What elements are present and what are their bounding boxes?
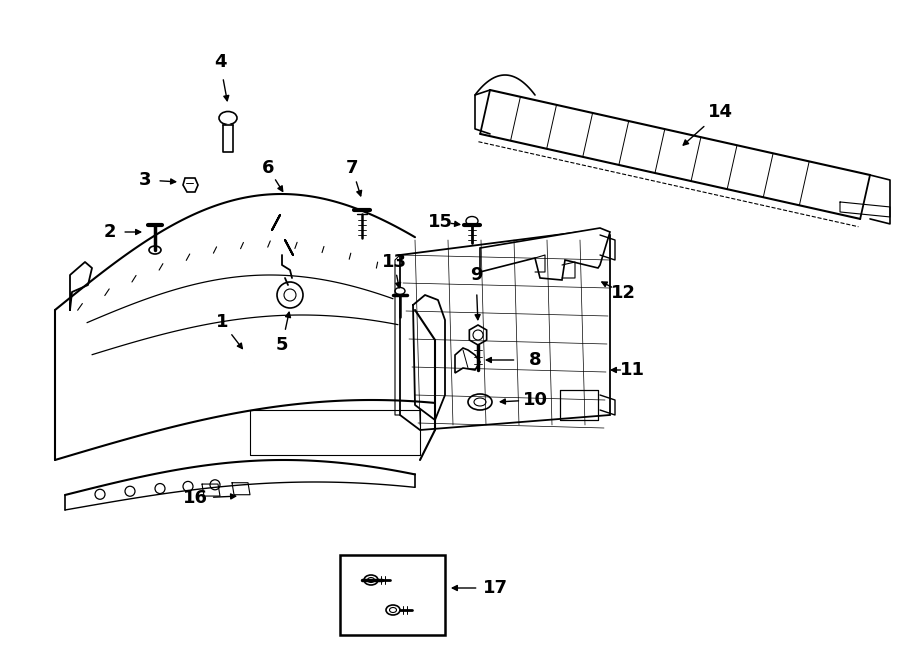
Polygon shape bbox=[480, 228, 610, 280]
Text: 9: 9 bbox=[470, 266, 482, 284]
Text: 3: 3 bbox=[139, 171, 151, 189]
Ellipse shape bbox=[466, 217, 478, 225]
Ellipse shape bbox=[364, 575, 378, 585]
Text: 14: 14 bbox=[707, 103, 733, 121]
Text: 15: 15 bbox=[428, 213, 453, 231]
Ellipse shape bbox=[386, 605, 400, 615]
Text: 4: 4 bbox=[214, 53, 226, 71]
Text: 13: 13 bbox=[382, 253, 407, 271]
Text: 16: 16 bbox=[183, 489, 208, 507]
Circle shape bbox=[284, 289, 296, 301]
Text: 10: 10 bbox=[523, 391, 547, 409]
Text: 1: 1 bbox=[216, 313, 229, 331]
Text: 11: 11 bbox=[619, 361, 644, 379]
FancyBboxPatch shape bbox=[340, 555, 445, 635]
Polygon shape bbox=[469, 325, 487, 345]
Text: 8: 8 bbox=[528, 351, 541, 369]
Ellipse shape bbox=[367, 578, 374, 582]
Ellipse shape bbox=[390, 607, 397, 613]
Circle shape bbox=[277, 282, 303, 308]
Polygon shape bbox=[183, 178, 198, 192]
Text: 2: 2 bbox=[104, 223, 116, 241]
Circle shape bbox=[473, 330, 483, 340]
Ellipse shape bbox=[219, 112, 237, 124]
Text: 12: 12 bbox=[610, 284, 635, 302]
Ellipse shape bbox=[468, 394, 492, 410]
Text: 7: 7 bbox=[346, 159, 358, 177]
Ellipse shape bbox=[474, 398, 486, 406]
Text: 5: 5 bbox=[275, 336, 288, 354]
Text: 6: 6 bbox=[262, 159, 274, 177]
Polygon shape bbox=[400, 230, 610, 430]
Text: 17: 17 bbox=[482, 579, 508, 597]
Polygon shape bbox=[455, 348, 480, 373]
Ellipse shape bbox=[149, 246, 161, 254]
Ellipse shape bbox=[395, 288, 405, 295]
